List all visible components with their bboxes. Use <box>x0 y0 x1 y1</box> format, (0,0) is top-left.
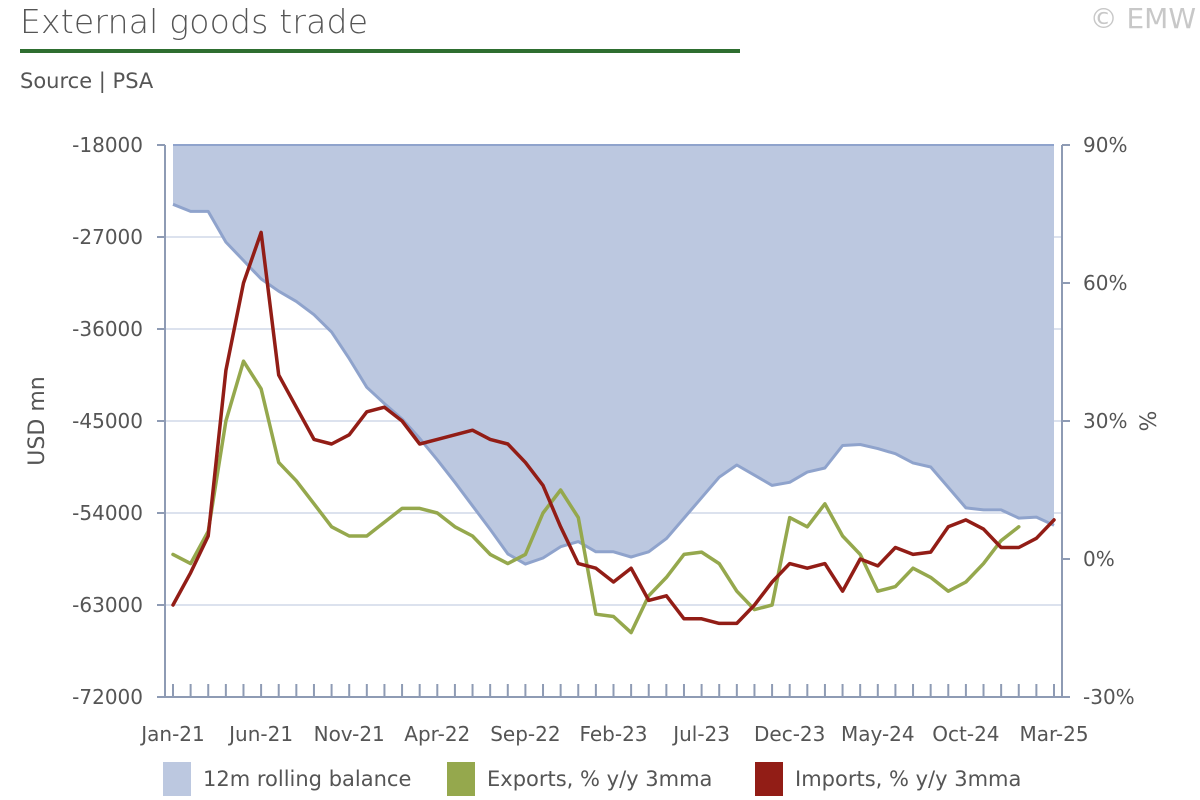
x-tick-label: Sep-22 <box>490 722 560 746</box>
x-tick-label: Dec-23 <box>754 722 825 746</box>
legend-label-exports: Exports, % y/y 3mma <box>487 767 713 791</box>
imports-line <box>171 230 1056 626</box>
balance-line <box>172 202 1055 566</box>
left-tick-label: -72000 <box>72 685 143 709</box>
right-tick-label: 90% <box>1083 133 1127 157</box>
right-tick-label: -30% <box>1083 685 1135 709</box>
legend-item-exports: Exports, % y/y 3mma <box>447 762 712 796</box>
legend-label-balance: 12m rolling balance <box>203 767 412 791</box>
legend-label-imports: Imports, % y/y 3mma <box>795 767 1022 791</box>
legend-item-balance: 12m rolling balance <box>163 762 411 796</box>
x-tick-label: Jun-21 <box>227 722 293 746</box>
x-tick-label: Mar-25 <box>1019 722 1088 746</box>
chart-title: External goods trade <box>20 2 369 41</box>
chart-legend: 12m rolling balance Exports, % y/y 3mma … <box>0 762 1200 800</box>
left-tick-label: -18000 <box>72 133 143 157</box>
left-tick-label: -27000 <box>72 225 143 249</box>
exports-line <box>171 359 1021 635</box>
left-tick-label: -36000 <box>72 317 143 341</box>
left-tick-label: -54000 <box>72 501 143 525</box>
chart-source: Source | PSA <box>20 69 154 93</box>
legend-swatch-imports <box>755 762 783 796</box>
x-tick-label: May-24 <box>841 722 915 746</box>
left-tick-label: -45000 <box>72 409 143 433</box>
right-axis-title: % <box>1137 411 1162 432</box>
right-tick-label: 30% <box>1083 409 1127 433</box>
x-tick-label: Jul-23 <box>671 722 730 746</box>
x-tick-label: Feb-23 <box>579 722 647 746</box>
x-tick-label: Jan-21 <box>139 722 205 746</box>
x-tick-label: Apr-22 <box>404 722 470 746</box>
left-axis-title: USD mn <box>25 376 50 465</box>
trade-chart: -18000 -27000 -36000 -45000 -54000 -63000 -720… <box>25 133 1162 746</box>
legend-swatch-exports <box>447 762 475 796</box>
copyright-watermark: © EMW <box>1089 2 1196 35</box>
right-tick-label: 60% <box>1083 271 1127 295</box>
x-tick-label: Oct-24 <box>932 722 999 746</box>
title-underline <box>20 49 740 53</box>
right-tick-label: 0% <box>1083 547 1115 571</box>
balance-area <box>173 145 1054 565</box>
left-tick-label: -63000 <box>72 593 143 617</box>
x-tick-label: Nov-21 <box>314 722 385 746</box>
legend-swatch-balance <box>163 762 191 796</box>
legend-item-imports: Imports, % y/y 3mma <box>755 762 1021 796</box>
